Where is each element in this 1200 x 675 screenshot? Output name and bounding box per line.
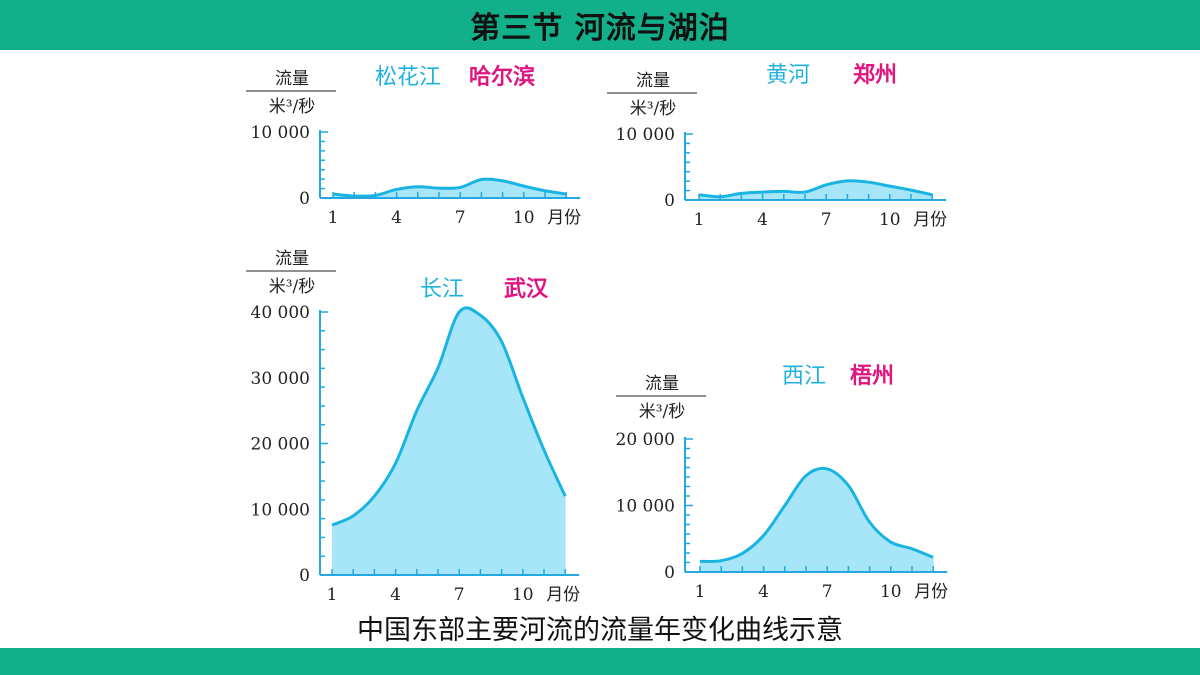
unit-label-bottom: 米³/秒 [639, 402, 686, 422]
title-bar: 第三节 河流与湖泊 [0, 0, 1200, 50]
flow-area [699, 180, 933, 200]
city-name: 哈尔滨 [469, 64, 535, 90]
x-tick-label: 10 [879, 210, 901, 230]
city-name: 郑州 [853, 62, 897, 88]
flow-curve [699, 466, 934, 563]
unit-label-top: 流量 [645, 374, 679, 394]
x-tick-label: 7 [821, 210, 832, 230]
flow-area [700, 468, 934, 572]
x-tick-label: 4 [390, 585, 401, 605]
bottom-bar [0, 648, 1200, 675]
unit-label-top: 流量 [275, 69, 309, 89]
x-tick-label: 4 [391, 208, 402, 228]
y-tick-label: 0 [299, 189, 310, 209]
city-name: 武汉 [504, 276, 549, 302]
x-tick-label: 7 [822, 582, 833, 602]
flow-curve [331, 306, 567, 527]
x-tick-label: 1 [694, 210, 705, 230]
river-name: 松花江 [375, 65, 441, 90]
y-tick-label: 10 000 [251, 500, 310, 520]
city-name: 梧州 [850, 363, 894, 389]
unit-label-bottom: 米³/秒 [269, 277, 316, 297]
figure-caption: 中国东部主要河流的流量年变化曲线示意 [357, 615, 843, 646]
x-unit-label: 月份 [547, 208, 581, 228]
unit-label-bottom: 米³/秒 [630, 99, 677, 119]
x-tick-label: 1 [695, 582, 706, 602]
x-tick-label: 10 [513, 208, 535, 228]
y-tick-label: 10 000 [616, 125, 675, 145]
y-tick-label: 10 000 [251, 123, 310, 143]
page-title: 第三节 河流与湖泊 [470, 11, 730, 46]
y-tick-label: 30 000 [251, 369, 310, 389]
y-tick-label: 20 000 [616, 430, 675, 450]
unit-label-bottom: 米³/秒 [269, 97, 316, 117]
unit-label-top: 流量 [636, 71, 670, 91]
flow-curve [332, 177, 567, 198]
x-tick-label: 7 [454, 585, 465, 605]
x-tick-label: 4 [758, 582, 769, 602]
x-tick-label: 4 [757, 210, 768, 230]
x-unit-label: 月份 [914, 582, 948, 602]
y-tick-label: 20 000 [251, 435, 310, 455]
x-unit-label: 月份 [546, 585, 580, 605]
river-name: 黄河 [766, 63, 810, 88]
river-name: 西江 [782, 364, 826, 389]
y-tick-label: 10 000 [616, 497, 675, 517]
x-tick-label: 10 [880, 582, 902, 602]
flow-area [332, 307, 566, 575]
x-tick-label: 1 [327, 585, 338, 605]
y-tick-label: 40 000 [251, 303, 310, 323]
river-name: 长江 [420, 277, 464, 302]
y-tick-label: 0 [664, 191, 675, 211]
y-tick-label: 0 [299, 566, 310, 586]
x-tick-label: 1 [328, 208, 339, 228]
y-tick-label: 0 [664, 563, 675, 583]
x-unit-label: 月份 [913, 210, 947, 230]
unit-label-top: 流量 [275, 249, 309, 269]
flow-curve [698, 179, 933, 199]
x-tick-label: 10 [512, 585, 534, 605]
x-tick-label: 7 [455, 208, 466, 228]
